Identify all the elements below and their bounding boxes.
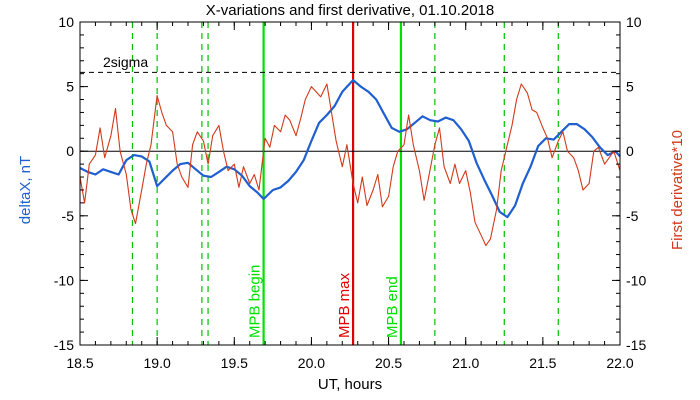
- series-lines: [79, 79, 621, 247]
- y-axis-label-left: deltaX, nT: [17, 156, 34, 224]
- y-tick-label-right-5: -15: [626, 337, 646, 353]
- y-tick-label-right-4: -10: [626, 272, 646, 288]
- y-tick-label-right-1: 5: [626, 79, 634, 95]
- series-line-1: [79, 83, 621, 247]
- y-tick-label-left-4: -10: [54, 272, 74, 288]
- x-tick-label-4: 20.5: [375, 355, 402, 371]
- y-tick-label-right-0: 10: [626, 14, 642, 30]
- series-line-0: [79, 79, 621, 219]
- vline-label-0: MPB begin: [247, 265, 264, 338]
- vline-label-1: MPB max: [336, 272, 353, 338]
- x-tick-label-3: 20.0: [298, 355, 325, 371]
- x-tick-label-7: 22.0: [606, 355, 633, 371]
- x-tick-label-1: 19.0: [144, 355, 171, 371]
- y-tick-label-right-3: -5: [626, 208, 639, 224]
- y-tick-label-left-2: 0: [66, 143, 74, 159]
- marker-lines: MPB begin MPB max MPB end: [131, 22, 559, 345]
- x-tick-label-6: 21.5: [529, 355, 556, 371]
- threshold-label: 2sigma: [103, 54, 148, 70]
- y-tick-label-left-5: -15: [54, 337, 74, 353]
- y-axis-label-right: First derivative*10: [669, 130, 686, 250]
- plot-frame: [79, 21, 621, 346]
- y-tick-label-left-1: 5: [66, 79, 74, 95]
- x-axis-label: UT, hours: [318, 376, 382, 393]
- y-tick-label-left-0: 10: [58, 14, 74, 30]
- x-tick-label-5: 21.0: [452, 355, 479, 371]
- y-tick-label-right-2: 0: [626, 143, 634, 159]
- x-tick-label-0: 18.5: [66, 355, 93, 371]
- chart-title: X-variations and first derivative, 01.10…: [206, 2, 495, 19]
- vline-label-2: MPB end: [384, 276, 401, 338]
- y-tick-label-left-3: -5: [62, 208, 75, 224]
- x-tick-label-2: 19.5: [221, 355, 248, 371]
- axis-ticks: 18.5 19.0 19.5 20.0 20.5 21.0 21.5 22.0 10 10 5 5 0 0…: [54, 14, 647, 371]
